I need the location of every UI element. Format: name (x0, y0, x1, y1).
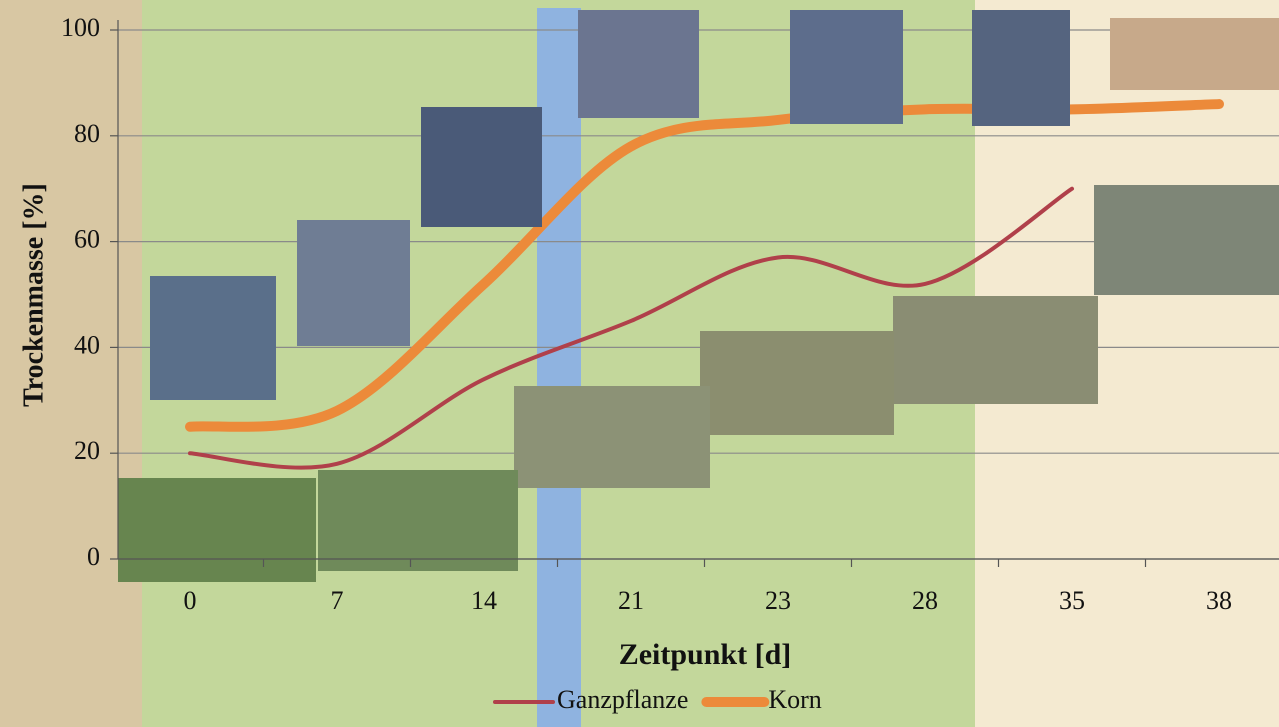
phase-blue (537, 8, 581, 727)
y-tick-label: 80 (74, 119, 100, 148)
photo (514, 386, 710, 488)
photo (150, 276, 276, 400)
axes: 0 20 40 60 80 100 0 7 14 21 23 28 35 38 (61, 13, 1279, 615)
y-tick-label: 20 (74, 436, 100, 465)
x-tick-label: 0 (184, 586, 197, 615)
series-line (188, 186, 1074, 470)
photo (421, 107, 542, 227)
x-tick-label: 38 (1206, 586, 1232, 615)
photo (297, 220, 410, 346)
y-tick-label: 0 (87, 542, 100, 571)
x-tick-label: 7 (331, 586, 344, 615)
y-axis-label: Trockenmasse [%] (18, 183, 49, 407)
y-tick-label: 60 (74, 225, 100, 254)
photo (790, 10, 903, 124)
photo (893, 296, 1098, 404)
photos (118, 10, 1279, 582)
legend: Ganzpflanze Korn (493, 685, 822, 714)
x-tick-label: 28 (912, 586, 938, 615)
photo (972, 10, 1070, 126)
x-tick-label: 23 (765, 586, 791, 615)
legend-label: Korn (768, 685, 821, 714)
photo (1094, 185, 1279, 295)
x-tick-label: 21 (618, 586, 644, 615)
y-tick-label: 100 (61, 13, 100, 42)
x-tick-label: 35 (1059, 586, 1085, 615)
x-tick-label: 14 (471, 586, 497, 615)
photo (578, 10, 699, 118)
photo (700, 331, 894, 435)
photo (118, 478, 316, 582)
x-axis-label: Zeitpunkt [d] (619, 638, 792, 671)
legend-label: Ganzpflanze (557, 685, 688, 714)
photo (318, 470, 518, 571)
y-tick-label: 40 (74, 330, 100, 359)
photo (1110, 18, 1279, 90)
